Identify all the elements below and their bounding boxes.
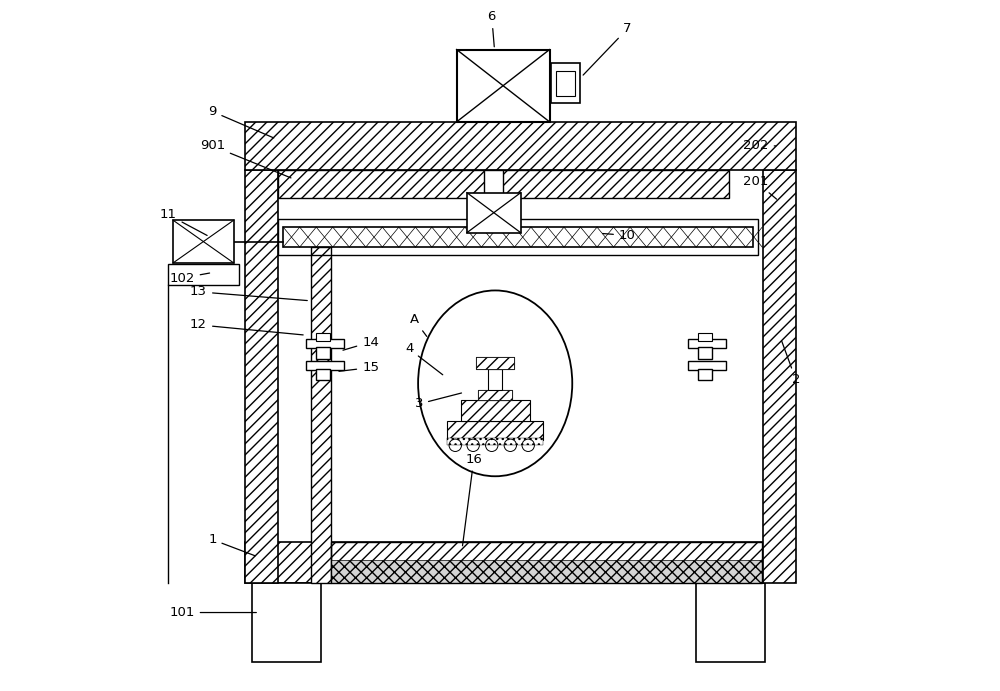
Bar (763, 170, 796, 583)
Bar (252, 583, 321, 662)
Bar (476, 357, 514, 369)
Text: A: A (409, 313, 427, 337)
Bar (306, 339, 344, 348)
Bar (478, 390, 512, 400)
Bar (278, 170, 729, 198)
Bar (476, 357, 514, 369)
Text: 6: 6 (488, 10, 496, 47)
Bar (245, 122, 796, 170)
Text: 4: 4 (405, 343, 443, 375)
Text: 11: 11 (160, 208, 207, 236)
Bar (173, 220, 234, 263)
Text: 10: 10 (603, 229, 636, 242)
Bar (306, 361, 344, 370)
Bar (488, 369, 502, 390)
Bar (467, 193, 521, 233)
Bar (698, 347, 712, 359)
Bar (316, 369, 330, 380)
Bar (556, 71, 575, 95)
Bar (316, 333, 330, 341)
Bar (447, 438, 543, 445)
Bar (551, 63, 580, 102)
Bar (447, 421, 543, 439)
Text: 202: 202 (743, 140, 776, 153)
Text: 201: 201 (743, 176, 777, 199)
Bar (478, 390, 512, 400)
Text: 3: 3 (415, 393, 462, 410)
Bar (283, 227, 753, 247)
Bar (331, 560, 762, 583)
Text: 901: 901 (200, 140, 291, 178)
Bar (168, 264, 239, 285)
Text: 15: 15 (339, 361, 379, 374)
Text: 9: 9 (208, 105, 274, 138)
Bar (688, 361, 726, 370)
Bar (245, 542, 765, 583)
Bar (316, 347, 330, 359)
Bar (696, 583, 765, 662)
Bar (245, 170, 278, 583)
Text: 1: 1 (208, 533, 255, 556)
Bar (311, 247, 331, 583)
Bar (461, 400, 530, 421)
Text: 14: 14 (343, 336, 379, 350)
Text: 13: 13 (190, 285, 307, 301)
Text: 7: 7 (583, 22, 632, 75)
Text: 16: 16 (463, 453, 482, 546)
Bar (484, 170, 503, 227)
Text: 12: 12 (190, 319, 303, 335)
Bar (457, 50, 550, 122)
Bar (331, 542, 762, 583)
Bar (688, 339, 726, 348)
Bar (698, 333, 712, 341)
Text: 101: 101 (169, 606, 256, 619)
Text: 102: 102 (169, 272, 210, 285)
Bar (698, 369, 712, 380)
Bar (278, 219, 758, 256)
Ellipse shape (418, 290, 572, 476)
Text: 2: 2 (782, 341, 800, 386)
